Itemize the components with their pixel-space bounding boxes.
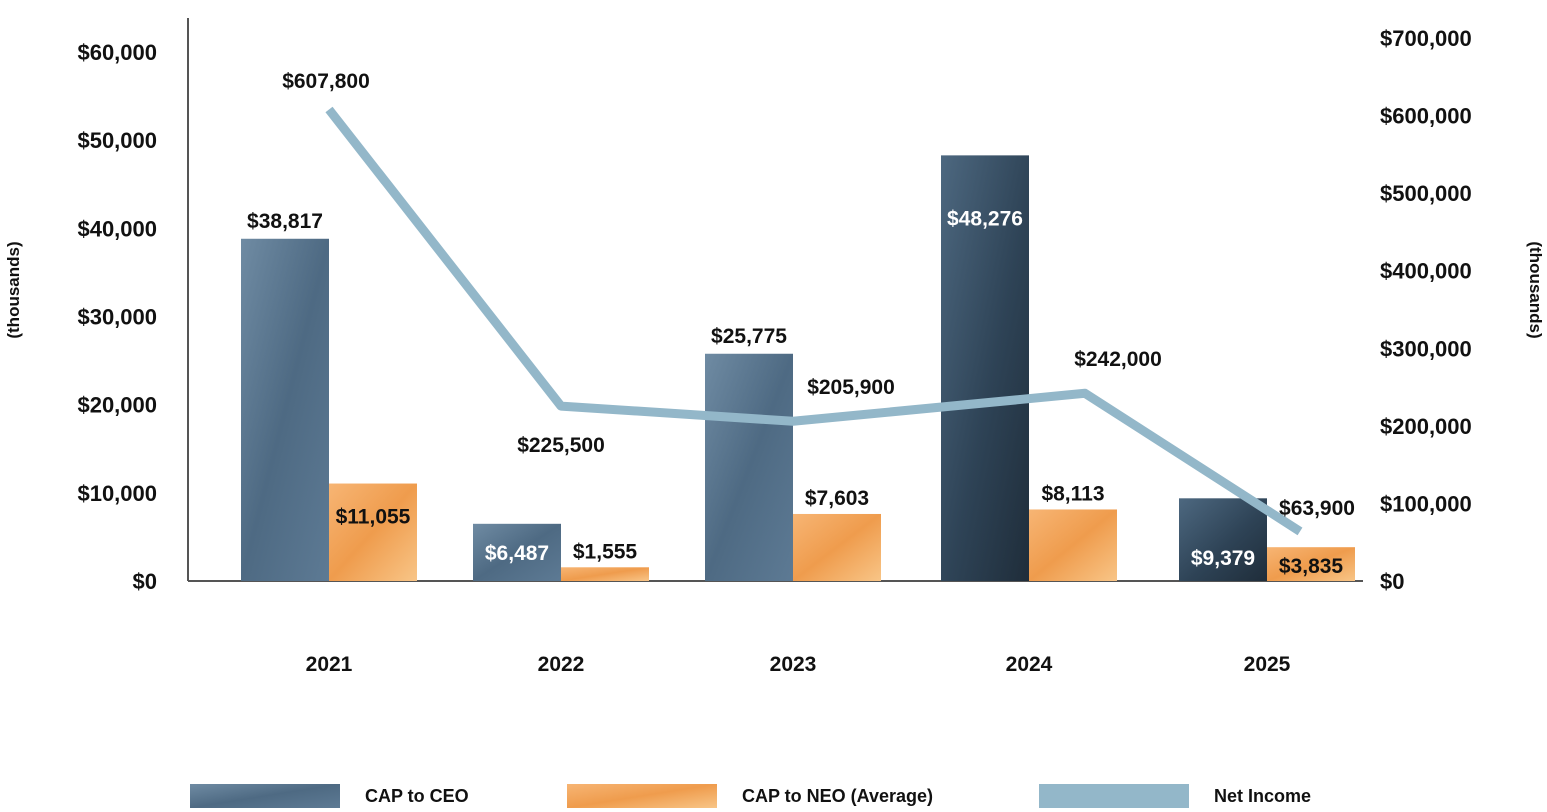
right-tick-label: $100,000: [1380, 491, 1472, 516]
x-category-label: 2025: [1244, 653, 1291, 676]
x-axis-categories: 2021 2022 2023 2024 2025: [306, 653, 1291, 676]
legend: CAP to CEO CAP to NEO (Average) Net Income: [190, 784, 1311, 808]
data-label-cap-to-neo: $8,113: [1041, 482, 1104, 505]
data-labels-layer: $38,817 $6,487 $25,775 $48,276 $9,379 $11,055…: [247, 70, 1355, 578]
bar-cap-to-neo: [329, 483, 417, 581]
legend-swatch: [1039, 784, 1189, 808]
data-label-net-income: $63,900: [1279, 497, 1355, 520]
x-category-label: 2024: [1006, 653, 1053, 676]
right-tick-label: $400,000: [1380, 259, 1472, 284]
bar-cap-to-ceo: [473, 523, 561, 581]
data-label-cap-to-neo: $7,603: [805, 487, 869, 510]
bars-layer: [241, 155, 1355, 582]
right-tick-label: $700,000: [1380, 26, 1472, 51]
bar-cap-to-neo: [561, 567, 649, 581]
left-tick-label: $60,000: [77, 40, 157, 65]
left-axis: $0 $10,000 $20,000 $30,000 $40,000 $50,000 $60…: [4, 18, 1363, 594]
right-axis-title: (thousands): [1526, 241, 1545, 338]
x-category-label: 2022: [538, 653, 585, 676]
bar-cap-to-ceo: [1179, 498, 1267, 581]
x-category-label: 2021: [306, 653, 353, 676]
bar-cap-to-ceo: [705, 353, 793, 581]
left-tick-label: $20,000: [77, 393, 157, 418]
right-tick-label: $200,000: [1380, 414, 1472, 439]
data-label-cap-to-ceo: $6,487: [485, 542, 549, 565]
left-axis-title: (thousands): [4, 241, 23, 338]
left-tick-label: $10,000: [77, 481, 157, 506]
left-tick-label: $50,000: [77, 128, 157, 153]
legend-swatch: [190, 784, 340, 808]
right-tick-label: $0: [1380, 569, 1404, 594]
bar-cap-to-ceo: [241, 238, 329, 582]
data-label-cap-to-neo: $3,835: [1279, 555, 1344, 578]
legend-swatch: [567, 784, 717, 808]
data-label-net-income: $225,500: [517, 434, 605, 457]
right-tick-label: $600,000: [1380, 104, 1472, 129]
data-label-net-income: $242,000: [1074, 348, 1162, 371]
x-category-label: 2023: [770, 653, 817, 676]
left-tick-label: $0: [133, 569, 157, 594]
right-tick-label: $300,000: [1380, 336, 1472, 361]
legend-label: CAP to CEO: [365, 786, 469, 806]
net-income-line: [325, 106, 1303, 536]
data-label-cap-to-neo: $11,055: [336, 506, 411, 529]
data-label-cap-to-ceo: $48,276: [947, 207, 1023, 230]
bar-cap-to-neo: [1029, 509, 1117, 581]
left-tick-label: $30,000: [77, 305, 157, 330]
left-tick-label: $40,000: [77, 216, 157, 241]
right-tick-label: $500,000: [1380, 181, 1472, 206]
legend-label: Net Income: [1214, 786, 1311, 806]
data-label-cap-to-ceo: $25,775: [711, 325, 787, 348]
data-label-cap-to-ceo: $38,817: [247, 210, 323, 233]
data-label-cap-to-neo: $1,555: [573, 540, 638, 563]
data-label-net-income: $607,800: [282, 70, 370, 93]
data-label-cap-to-ceo: $9,379: [1191, 547, 1255, 570]
legend-label: CAP to NEO (Average): [742, 786, 933, 806]
bar-cap-to-neo: [1267, 547, 1355, 581]
bar-cap-to-neo: [793, 513, 881, 581]
net-income-line-layer: [325, 106, 1303, 536]
bar-cap-to-ceo: [941, 155, 1029, 582]
right-axis: $0 $100,000 $200,000 $300,000 $400,000 $500,0…: [1380, 26, 1545, 594]
data-label-net-income: $205,900: [807, 376, 895, 399]
